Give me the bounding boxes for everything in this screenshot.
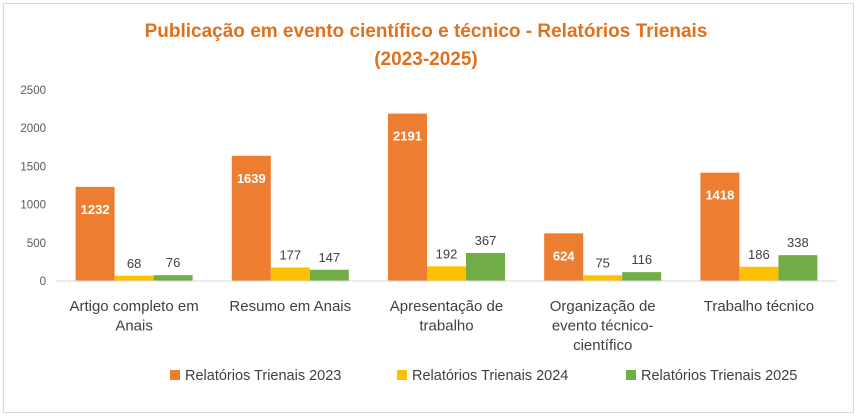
legend-label: Relatórios Trienais 2023 (185, 368, 341, 384)
data-label: 1232 (81, 202, 110, 217)
category-label: Apresentação de (390, 298, 503, 315)
data-label: 338 (787, 235, 809, 250)
bar (231, 155, 271, 281)
chart-subtitle: (2023-2025) (374, 49, 478, 70)
category-label: Organização de (550, 298, 656, 315)
data-label: 624 (553, 248, 575, 263)
category-label: Anais (115, 318, 153, 335)
bar (778, 255, 818, 281)
legend-label: Relatórios Trienais 2025 (641, 368, 797, 384)
bar (583, 275, 623, 281)
category-label: trabalho (419, 318, 473, 335)
category-labels-group: Artigo completo em Anais Resumo em Anais Ap… (69, 298, 814, 354)
legend: Relatórios Trienais 2023 Relatórios Trien… (170, 368, 797, 384)
data-label: 1639 (237, 171, 266, 186)
y-axis: 0 500 1000 1500 2000 2500 (20, 85, 46, 288)
y-tick-label: 1000 (20, 200, 46, 212)
bar (309, 269, 349, 281)
bar (75, 186, 115, 281)
y-tick-label: 2000 (20, 123, 46, 135)
data-label: 2191 (393, 129, 422, 144)
category-label: evento técnico- (552, 318, 654, 335)
bar (388, 113, 427, 281)
bar (114, 275, 154, 281)
bar (153, 275, 193, 281)
data-label: 192 (436, 246, 458, 261)
data-label: 75 (595, 255, 609, 270)
data-label: 367 (475, 233, 497, 248)
y-tick-label: 2500 (20, 85, 46, 97)
data-label: 76 (166, 255, 180, 270)
category-label: Resumo em Anais (229, 298, 351, 315)
bars-group (75, 113, 818, 281)
category-label: Trabalho técnico (704, 298, 814, 315)
bar (270, 267, 310, 281)
chart-frame: Publicação em evento científico e técnic… (3, 3, 854, 413)
data-label: 1418 (705, 188, 734, 203)
data-label: 177 (279, 247, 301, 262)
y-tick-label: 500 (27, 238, 46, 250)
category-label: Artigo completo em (69, 298, 198, 315)
bar (622, 272, 662, 281)
chart-svg: Publicação em evento científico e técnic… (20, 21, 837, 384)
legend-label: Relatórios Trienais 2024 (412, 368, 568, 384)
y-tick-label: 0 (40, 276, 46, 288)
data-label: 147 (318, 250, 340, 265)
data-labels-group: 1232 68 76 1639 177 147 2191 192 367 624 75 116 1418… (81, 129, 809, 271)
data-label: 68 (127, 256, 141, 271)
legend-swatch (626, 370, 636, 380)
category-label: científico (573, 337, 632, 354)
bar (739, 266, 779, 281)
bar (544, 233, 584, 281)
bar (427, 266, 466, 281)
data-label: 116 (631, 252, 652, 267)
data-label: 186 (748, 247, 770, 262)
bar (700, 172, 740, 281)
chart-title: Publicação em evento científico e técnic… (145, 21, 708, 42)
legend-swatch (170, 370, 180, 380)
bar (466, 252, 505, 281)
y-tick-label: 1500 (20, 161, 46, 173)
legend-swatch (397, 370, 407, 380)
